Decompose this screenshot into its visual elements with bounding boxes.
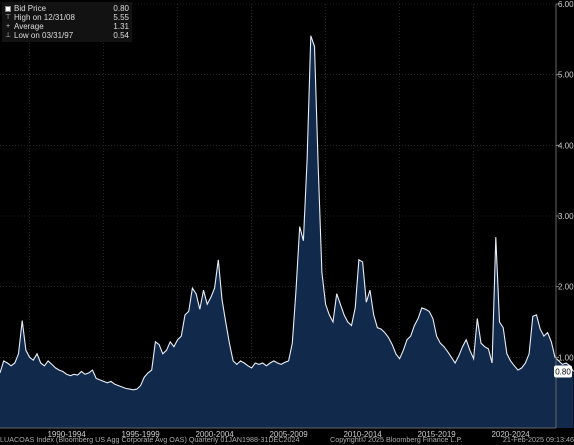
low-marker-icon: ⊥ [5, 32, 12, 39]
swatch-icon [5, 5, 11, 12]
x-tick-label: 1990-1994 [47, 430, 86, 439]
x-axis-ticks: 1990-1994 1995-1999 2000-2004 2005-2009 2010… [47, 430, 530, 439]
legend-label: High on 12/31/08 [14, 13, 75, 22]
y-tick-label: 2.00 [558, 283, 574, 292]
x-tick-label: 2015-2019 [417, 430, 456, 439]
legend-value: 1.31 [113, 22, 129, 31]
chart-footer: LUACOAS Index (Bloomberg US Agg Corporat… [0, 435, 574, 445]
last-value-badge-box [554, 365, 572, 378]
legend-label: Bid Price [14, 4, 47, 13]
timestamp: 21-Feb-2025 09:13:46 [502, 435, 574, 444]
oas-area-fill [0, 35, 574, 429]
x-tick-label: 2010-2014 [343, 430, 382, 439]
legend-value: 5.55 [113, 13, 129, 22]
y-tick-label: 6.00 [558, 0, 574, 9]
high-marker-icon: ⊤ [5, 14, 12, 21]
legend-row-average: + Average 1.31 [5, 22, 129, 31]
legend-row-low: ⊥ Low on 03/31/97 0.54 [5, 31, 129, 40]
last-value-badge: 0.80 [554, 365, 572, 378]
copyright: Copyright© 2025 Bloomberg Finance L.P. [330, 435, 463, 444]
x-tick-label: 2020-2024 [491, 430, 530, 439]
last-value-label: 0.80 [555, 367, 571, 376]
legend-row-high: ⊤ High on 12/31/08 5.55 [5, 13, 129, 22]
legend-label: Average [14, 22, 44, 31]
y-tick-label: 5.00 [558, 71, 574, 80]
index-info: LUACOAS Index (Bloomberg US Agg Corporat… [0, 435, 300, 444]
legend-value: 0.54 [113, 31, 129, 40]
y-tick-label: 1.00 [558, 353, 574, 362]
legend: Bid Price 0.80 ⊤ High on 12/31/08 5.55 + A… [2, 2, 132, 42]
x-tick-label: 1995-1999 [121, 430, 160, 439]
legend-label: Low on 03/31/97 [14, 31, 74, 40]
y-tick-label: 4.00 [558, 141, 574, 150]
y-axis-ticks: 1.00 2.00 3.00 4.00 5.00 6.00 [556, 0, 574, 362]
y-tick-label: 3.00 [558, 212, 574, 221]
x-tick-label: 2000-2004 [195, 430, 234, 439]
legend-row-bid-price: Bid Price 0.80 [5, 4, 129, 13]
average-marker-icon: + [5, 23, 11, 30]
legend-value: 0.80 [113, 4, 129, 13]
oas-series-line [0, 35, 574, 391]
x-tick-label: 2005-2009 [269, 430, 308, 439]
